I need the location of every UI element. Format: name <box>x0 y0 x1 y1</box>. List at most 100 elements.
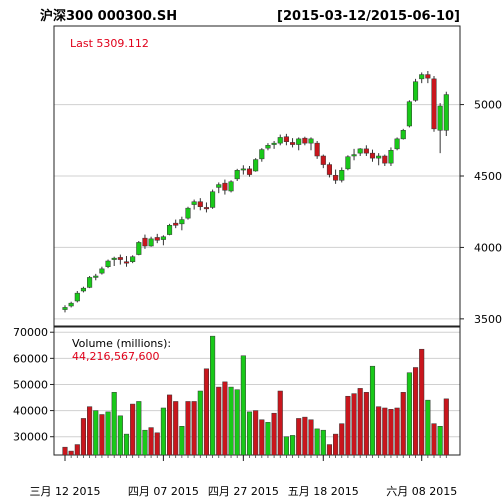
volume-bar <box>346 396 351 455</box>
volume-bar <box>223 382 228 455</box>
candle <box>137 241 142 255</box>
candle-body <box>210 192 215 208</box>
candle <box>290 138 295 147</box>
volume-bar <box>395 408 400 455</box>
candle <box>383 155 388 166</box>
candle <box>438 103 443 153</box>
volume-bar <box>419 349 424 455</box>
candle <box>118 255 123 265</box>
candle <box>198 198 203 210</box>
candle-body <box>143 238 148 246</box>
volume-bar <box>100 415 105 455</box>
volume-bar <box>130 404 135 455</box>
candle-body <box>444 95 449 131</box>
candle-body <box>346 157 351 169</box>
candle <box>432 76 437 132</box>
candle-body <box>364 149 369 153</box>
candle <box>407 100 412 127</box>
candle <box>149 237 154 247</box>
volume-bar <box>118 416 123 455</box>
candle <box>204 202 209 212</box>
volume-bar <box>266 422 271 455</box>
volume-bar <box>315 429 320 455</box>
candle-body <box>223 183 228 190</box>
candle-body <box>81 288 86 291</box>
candle-body <box>130 257 135 262</box>
volume-bar <box>339 424 344 455</box>
volume-bar <box>272 413 277 455</box>
candle-body <box>290 142 295 144</box>
candle-body <box>315 143 320 156</box>
volume-bar <box>63 447 68 455</box>
volume-bar <box>321 430 326 455</box>
candle <box>173 220 178 229</box>
candle <box>192 200 197 210</box>
candle <box>235 169 240 181</box>
volume-bar <box>413 367 418 455</box>
volume-bar <box>229 387 234 455</box>
volume-last-value: 44,216,567,600 <box>72 350 159 363</box>
candle <box>87 276 92 288</box>
candle <box>278 135 283 146</box>
candle-body <box>124 262 129 263</box>
candle <box>247 166 252 177</box>
candle <box>321 155 326 169</box>
volume-bar <box>432 424 437 455</box>
candle <box>112 257 117 266</box>
volume-bar <box>296 418 301 455</box>
candle-body <box>321 156 326 165</box>
volume-title: Volume (millions): <box>72 337 171 350</box>
volume-bar <box>180 426 185 455</box>
volume-bar <box>235 390 240 455</box>
candle <box>284 134 289 145</box>
candle-body <box>303 138 308 143</box>
price-panel: 3500 4000 4500 5000 Last 5309.112 <box>54 26 502 326</box>
volume-bar <box>370 366 375 455</box>
volume-bar <box>247 412 252 455</box>
candle-body <box>247 169 252 175</box>
candle-body <box>278 137 283 143</box>
candle-body <box>198 202 203 207</box>
volume-bar <box>364 392 369 455</box>
candle <box>401 129 406 140</box>
volume-tick-label: 50000 <box>13 378 48 391</box>
volume-bar <box>241 356 246 455</box>
volume-bar <box>253 411 258 455</box>
volume-bar <box>278 391 283 455</box>
candle <box>389 147 394 166</box>
volume-bar <box>149 428 154 455</box>
candle-body <box>87 277 92 287</box>
candle <box>339 167 344 182</box>
volume-bar <box>389 409 394 455</box>
candle-body <box>309 139 314 143</box>
volume-bar <box>161 408 166 455</box>
candle <box>93 274 98 280</box>
candle <box>69 302 74 308</box>
volume-bar <box>192 401 197 455</box>
volume-bar <box>204 369 209 455</box>
candle <box>426 71 431 83</box>
candle <box>296 137 301 150</box>
volume-bar <box>93 411 98 455</box>
volume-bar <box>167 395 172 455</box>
volume-bar <box>69 451 74 455</box>
volume-bar <box>75 445 80 455</box>
volume-bar <box>401 392 406 455</box>
price-tick-label: 4000 <box>474 241 502 254</box>
volume-bar <box>216 387 221 455</box>
candle-body <box>229 182 234 191</box>
volume-bar <box>106 412 111 455</box>
candle-body <box>272 143 277 144</box>
candle <box>315 141 320 159</box>
candle <box>346 155 351 170</box>
candle-body <box>161 237 166 240</box>
candle-body <box>93 276 98 277</box>
volume-bar <box>303 417 308 455</box>
candle-body <box>186 208 191 218</box>
candle-body <box>106 261 111 267</box>
candle <box>143 235 148 249</box>
volume-bar <box>290 435 295 455</box>
candle <box>75 291 80 302</box>
volume-bar <box>260 420 265 455</box>
price-tick-label: 4500 <box>474 170 502 183</box>
